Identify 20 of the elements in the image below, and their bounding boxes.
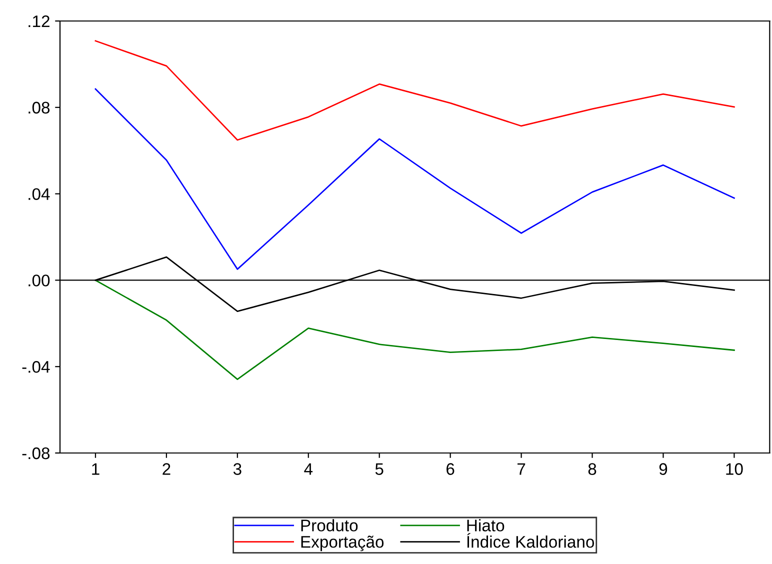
x-tick-label: 10 (726, 463, 743, 475)
x-tick-label: 5 (375, 463, 384, 475)
x-tick-label: 6 (446, 463, 454, 475)
legend-label: Índice Kaldoriano (467, 533, 594, 548)
x-tick-label: 3 (233, 463, 242, 475)
x-tick-label: 1 (92, 463, 100, 475)
legend-label: Hiato (467, 519, 504, 532)
y-tick-label: .04 (28, 188, 50, 200)
y-tick-label: -.04 (22, 361, 50, 373)
x-tick-label: 4 (304, 463, 313, 475)
y-tick-label: .00 (28, 274, 50, 286)
x-tick-label: 9 (659, 463, 668, 475)
y-tick-label: .08 (28, 102, 50, 114)
y-tick-label: .12 (28, 15, 50, 28)
y-tick-label: -.08 (22, 447, 50, 460)
x-tick-label: 2 (162, 463, 170, 475)
x-tick-label: 8 (588, 463, 596, 475)
legend-label: Produto (301, 519, 358, 532)
legend-label: Exportação (301, 536, 384, 552)
x-tick-label: 7 (518, 463, 526, 475)
